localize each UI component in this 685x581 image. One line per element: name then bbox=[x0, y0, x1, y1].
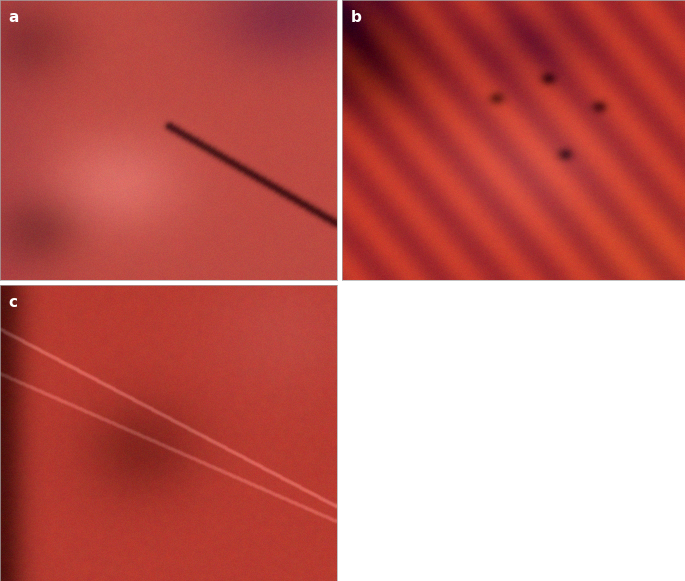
Text: c: c bbox=[8, 295, 17, 310]
Text: b: b bbox=[351, 10, 362, 25]
Text: a: a bbox=[8, 10, 18, 25]
